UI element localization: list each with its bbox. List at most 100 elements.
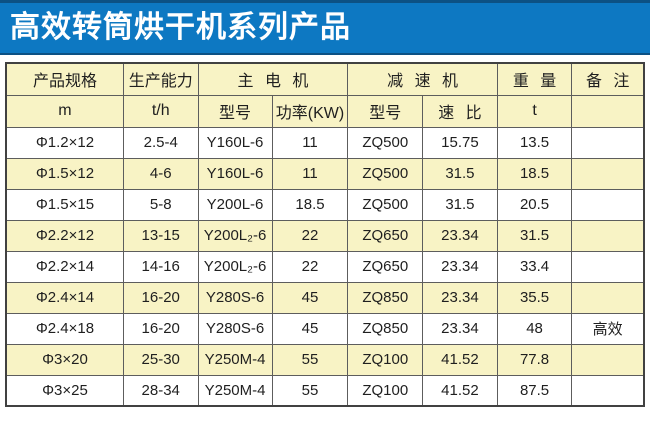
header-unit-t: t: [496, 94, 573, 128]
table-row: Φ2.4×14 16-20 Y280S-6 45 ZQ850 23.34 35.5: [5, 281, 645, 314]
table-cell: Y250M-4: [197, 343, 273, 376]
table-cell: 31.5: [496, 219, 573, 252]
table-row: Φ3×20 25-30 Y250M-4 55 ZQ100 41.52 77.8: [5, 343, 645, 376]
header-remark-empty: [571, 94, 645, 128]
table-row: Φ3×25 28-34 Y250M-4 55 ZQ100 41.52 87.5: [5, 374, 645, 407]
table-cell: ZQ850: [347, 281, 424, 314]
table-cell: 22: [271, 250, 349, 283]
spec-table: 产品规格 生产能力 主 电 机 减 速 机 重 量 备 注 m t/h 型号 功…: [5, 62, 645, 407]
table-row: Φ1.5×15 5-8 Y200L-6 18.5 ZQ500 31.5 20.5: [5, 188, 645, 221]
table-cell: 31.5: [422, 188, 498, 221]
table-cell: Y280S-6: [197, 312, 273, 345]
header-motor-model: 型号: [197, 94, 273, 128]
table-cell: 28-34: [122, 374, 199, 407]
table-cell: Φ2.4×18: [5, 312, 124, 345]
table-cell: ZQ850: [347, 312, 424, 345]
table-cell: 48: [496, 312, 573, 345]
table-cell: ZQ500: [347, 126, 424, 159]
table-cell: 41.52: [422, 343, 498, 376]
table-cell: Y160L-6: [197, 157, 273, 190]
table-cell: ZQ650: [347, 250, 424, 283]
table-cell: ZQ500: [347, 157, 424, 190]
table-cell: 16-20: [122, 281, 199, 314]
table-cell: Φ2.2×14: [5, 250, 124, 283]
table-row: Φ2.2×12 13-15 Y200L₂-6 22 ZQ650 23.34 31.5: [5, 219, 645, 252]
table-body: Φ1.2×12 2.5-4 Y160L-6 11 ZQ500 15.75 13.5 Φ1.5×…: [5, 126, 645, 407]
header-speed-ratio: 速 比: [422, 94, 498, 128]
table-cell: [571, 126, 645, 159]
table-row: Φ2.2×14 14-16 Y200L₂-6 22 ZQ650 23.34 33.4: [5, 250, 645, 283]
table-cell: 18.5: [496, 157, 573, 190]
table-cell: Y250M-4: [197, 374, 273, 407]
table-row: Φ1.2×12 2.5-4 Y160L-6 11 ZQ500 15.75 13.5: [5, 126, 645, 159]
table-cell: [571, 250, 645, 283]
table-cell: 2.5-4: [122, 126, 199, 159]
page-title: 高效转筒烘干机系列产品: [10, 11, 351, 44]
table-cell: 77.8: [496, 343, 573, 376]
header-remark: 备 注: [571, 62, 645, 96]
table-cell: Φ1.5×12: [5, 157, 124, 190]
table-cell: 45: [271, 281, 349, 314]
header-reducer-model: 型号: [347, 94, 424, 128]
header-row-units: m t/h 型号 功率(KW) 型号 速 比 t: [5, 94, 645, 128]
table-cell: 35.5: [496, 281, 573, 314]
table-cell: Φ3×20: [5, 343, 124, 376]
table-cell: Y160L-6: [197, 126, 273, 159]
table-cell: ZQ650: [347, 219, 424, 252]
table-cell: 18.5: [271, 188, 349, 221]
table-cell: 14-16: [122, 250, 199, 283]
table-cell: [571, 219, 645, 252]
table-cell: Y200L₂-6: [197, 250, 273, 283]
table-cell: 33.4: [496, 250, 573, 283]
table-cell: 23.34: [422, 250, 498, 283]
table-cell: 55: [271, 343, 349, 376]
header-reducer: 减 速 机: [347, 62, 498, 96]
table-cell: Y200L₂-6: [197, 219, 273, 252]
table-cell: ZQ100: [347, 374, 424, 407]
header-motor-power: 功率(KW): [271, 94, 349, 128]
table-cell: 22: [271, 219, 349, 252]
table-cell: Φ2.4×14: [5, 281, 124, 314]
table-cell: 13-15: [122, 219, 199, 252]
header-unit-th: t/h: [122, 94, 199, 128]
table-cell: 23.34: [422, 219, 498, 252]
table-cell: 13.5: [496, 126, 573, 159]
header-unit-m: m: [5, 94, 124, 128]
table-cell: Φ3×25: [5, 374, 124, 407]
table-header: 产品规格 生产能力 主 电 机 减 速 机 重 量 备 注 m t/h 型号 功…: [5, 62, 645, 128]
table-cell: Y280S-6: [197, 281, 273, 314]
table-cell: 25-30: [122, 343, 199, 376]
header-product-spec: 产品规格: [5, 62, 124, 96]
table-cell: 15.75: [422, 126, 498, 159]
table-cell: [571, 343, 645, 376]
table-cell: Y200L-6: [197, 188, 273, 221]
table-cell: 55: [271, 374, 349, 407]
table-row: Φ1.5×12 4-6 Y160L-6 11 ZQ500 31.5 18.5: [5, 157, 645, 190]
spec-table-container: 产品规格 生产能力 主 电 机 减 速 机 重 量 备 注 m t/h 型号 功…: [5, 62, 645, 407]
table-cell: [571, 374, 645, 407]
table-cell: 11: [271, 157, 349, 190]
header-main-motor: 主 电 机: [197, 62, 349, 96]
table-cell: [571, 157, 645, 190]
table-cell: Φ1.5×15: [5, 188, 124, 221]
table-cell: 4-6: [122, 157, 199, 190]
table-cell: ZQ100: [347, 343, 424, 376]
table-cell: 41.52: [422, 374, 498, 407]
table-cell: 23.34: [422, 281, 498, 314]
table-cell: 5-8: [122, 188, 199, 221]
header-row-groups: 产品规格 生产能力 主 电 机 减 速 机 重 量 备 注: [5, 62, 645, 96]
table-row: Φ2.4×18 16-20 Y280S-6 45 ZQ850 23.34 48 高效: [5, 312, 645, 345]
table-cell: 45: [271, 312, 349, 345]
header-weight: 重 量: [496, 62, 573, 96]
table-cell: 16-20: [122, 312, 199, 345]
table-cell: Φ1.2×12: [5, 126, 124, 159]
page: 高效转筒烘干机系列产品 产品规格 生产能力 主 电 机 减 速 机 重: [0, 0, 650, 407]
table-cell: 20.5: [496, 188, 573, 221]
table-cell: 87.5: [496, 374, 573, 407]
table-cell: [571, 281, 645, 314]
table-cell: Φ2.2×12: [5, 219, 124, 252]
title-bar: 高效转筒烘干机系列产品: [0, 0, 650, 55]
table-cell: [571, 188, 645, 221]
table-cell: 高效: [571, 312, 645, 345]
table-cell: ZQ500: [347, 188, 424, 221]
